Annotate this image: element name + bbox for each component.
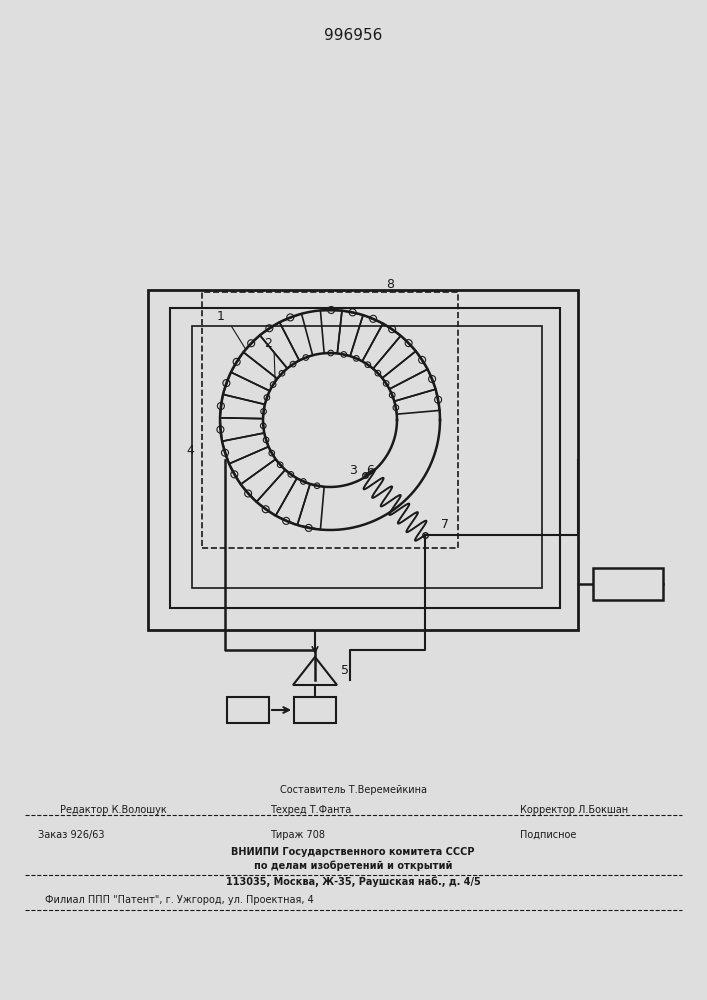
Text: 11: 11 xyxy=(241,705,255,715)
Text: Подписное: Подписное xyxy=(520,830,576,840)
Text: 4: 4 xyxy=(186,444,194,456)
Text: Заказ 926/63: Заказ 926/63 xyxy=(38,830,105,840)
Text: по делам изобретений и открытий: по делам изобретений и открытий xyxy=(254,861,452,871)
Text: Редактор К.Волошук: Редактор К.Волошук xyxy=(60,805,167,815)
Bar xyxy=(202,292,458,548)
Text: Корректор Л.Бокшан: Корректор Л.Бокшан xyxy=(520,805,628,815)
Text: 2: 2 xyxy=(264,337,272,350)
Bar xyxy=(294,697,336,723)
Text: 3: 3 xyxy=(349,464,357,477)
Text: Составитель Т.Веремейкина: Составитель Т.Веремейкина xyxy=(279,785,426,795)
Bar xyxy=(192,326,542,588)
Text: 7: 7 xyxy=(441,518,449,532)
Text: Тираж 708: Тираж 708 xyxy=(270,830,325,840)
Text: 5: 5 xyxy=(341,664,349,678)
Text: 10: 10 xyxy=(308,705,322,715)
Text: 1: 1 xyxy=(217,310,225,323)
Bar xyxy=(227,697,269,723)
Bar xyxy=(170,308,560,608)
Bar xyxy=(148,290,578,630)
Text: 113035, Москва, Ж-35, Раушская наб., д. 4/5: 113035, Москва, Ж-35, Раушская наб., д. … xyxy=(226,877,480,887)
Text: Техред Т.Фанта: Техред Т.Фанта xyxy=(270,805,351,815)
Text: 6: 6 xyxy=(366,464,374,477)
Text: 8: 8 xyxy=(624,577,633,591)
Text: 8: 8 xyxy=(386,278,394,292)
Bar xyxy=(593,568,663,600)
Text: ВНИИПИ Государственного комитета СССР: ВНИИПИ Государственного комитета СССР xyxy=(231,847,474,857)
Text: 996956: 996956 xyxy=(324,27,382,42)
Text: Филиал ППП "Патент", г. Ужгород, ул. Проектная, 4: Филиал ППП "Патент", г. Ужгород, ул. Про… xyxy=(45,895,314,905)
